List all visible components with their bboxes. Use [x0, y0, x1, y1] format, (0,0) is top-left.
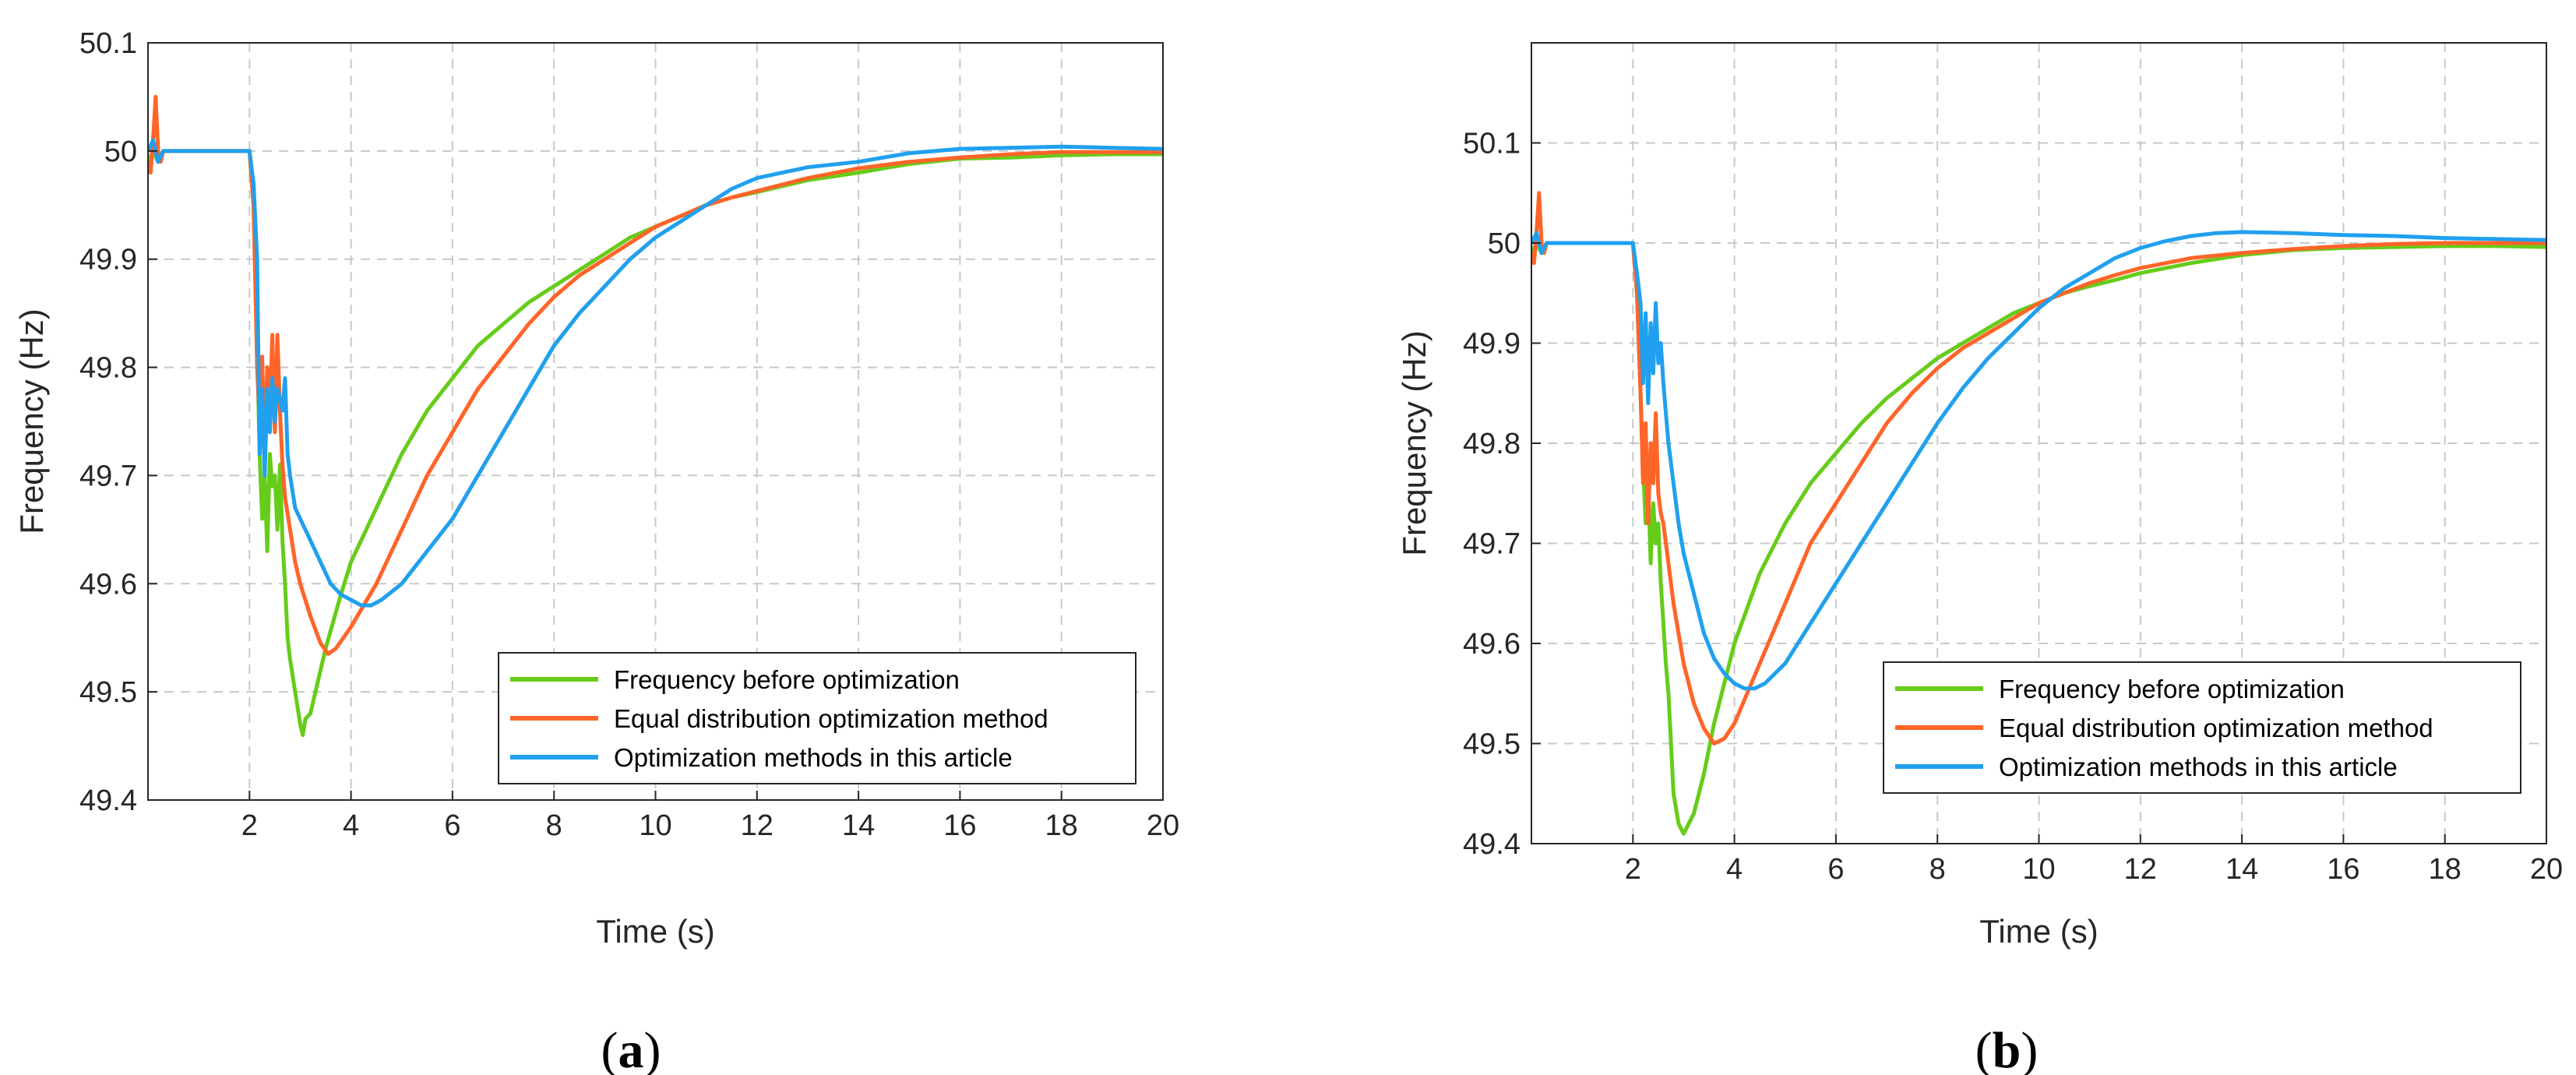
x-tick-label: 2	[1625, 853, 1641, 886]
x-tick-label: 8	[546, 809, 562, 842]
series-line-before	[1531, 241, 2546, 836]
x-tick-label: 20	[2530, 853, 2563, 886]
legend-label-article: Optimization methods in this article	[614, 743, 1013, 772]
y-tick-label: 50.1	[1463, 128, 1521, 160]
legend-box	[1883, 661, 2521, 794]
x-tick-label: 14	[2225, 853, 2258, 886]
x-tick-label: 10	[2022, 853, 2055, 886]
x-axis-label: Time (s)	[1979, 913, 2098, 950]
x-tick-label: 4	[1726, 853, 1743, 886]
y-tick-label: 49.4	[79, 784, 137, 817]
x-tick-label: 4	[343, 809, 359, 842]
legend-label-equal: Equal distribution optimization method	[614, 704, 1048, 733]
panel-a: 2 4 6 8 10 12 14 16 18 20 49.4 49.5 49.6 49.7 49.8 49.9…	[13, 27, 1179, 1075]
x-tick-label: 18	[1045, 809, 1078, 842]
x-tick-label: 16	[2327, 853, 2359, 886]
panel-b: 2 4 6 8 10 12 14 16 18 20 49.4 49.5 49.6 49.7 49.8 49.9…	[1396, 42, 2563, 1075]
y-tick-label: 49.7	[1463, 528, 1521, 561]
y-tick-label: 49.8	[79, 352, 137, 385]
y-tick-label: 49.5	[1463, 728, 1521, 761]
x-tick-label: 6	[1827, 853, 1844, 886]
legend-label-before: Frequency before optimization	[614, 665, 960, 694]
legend-box	[498, 652, 1136, 784]
x-tick-label: 12	[741, 809, 774, 842]
panel-caption: (a)	[601, 1022, 661, 1075]
x-tick-label: 2	[241, 809, 258, 842]
legend: Frequency before optimization Equal distr…	[1883, 661, 2521, 794]
panel-caption: (b)	[1975, 1022, 2039, 1075]
caption-open: (	[601, 1022, 618, 1075]
x-tick-label: 10	[639, 809, 671, 842]
x-axis-label: Time (s)	[596, 913, 714, 950]
caption-letter: b	[1993, 1022, 2021, 1075]
y-tick-label: 50	[1488, 227, 1521, 260]
series-group	[1531, 191, 2546, 836]
y-axis-label: Frequency (Hz)	[13, 308, 50, 534]
legend-label-article: Optimization methods in this article	[1999, 752, 2398, 781]
y-tick-label: 49.5	[79, 676, 137, 709]
caption-letter: a	[618, 1022, 644, 1075]
caption-close: )	[644, 1022, 661, 1075]
y-tick-label: 49.8	[1463, 428, 1521, 460]
legend: Frequency before optimization Equal distr…	[498, 652, 1136, 784]
series-line-article	[148, 138, 1163, 608]
y-tick-label: 49.7	[79, 460, 137, 492]
x-tick-label: 8	[1929, 853, 1946, 886]
y-tick-label: 49.4	[1463, 828, 1521, 861]
y-tick-label: 49.9	[1463, 328, 1521, 361]
y-tick-label: 49.9	[79, 244, 137, 277]
x-tick-label: 18	[2429, 853, 2461, 886]
series-line-article	[1531, 230, 2546, 691]
x-tick-label: 16	[943, 809, 976, 842]
caption-open: (	[1975, 1022, 1993, 1075]
y-tick-label: 50.1	[79, 27, 137, 60]
x-tick-label: 14	[842, 809, 875, 842]
x-tick-label: 20	[1147, 809, 1179, 842]
series-group	[148, 94, 1163, 738]
y-tick-label: 50	[104, 136, 137, 168]
y-axis-label: Frequency (Hz)	[1396, 330, 1432, 555]
x-tick-label: 6	[444, 809, 460, 842]
y-tick-label: 49.6	[79, 568, 137, 601]
caption-close: )	[2021, 1022, 2038, 1075]
y-tick-label: 49.6	[1463, 628, 1521, 661]
legend-label-equal: Equal distribution optimization method	[1999, 714, 2433, 742]
x-tick-label: 12	[2124, 853, 2157, 886]
legend-label-before: Frequency before optimization	[1999, 675, 2345, 703]
